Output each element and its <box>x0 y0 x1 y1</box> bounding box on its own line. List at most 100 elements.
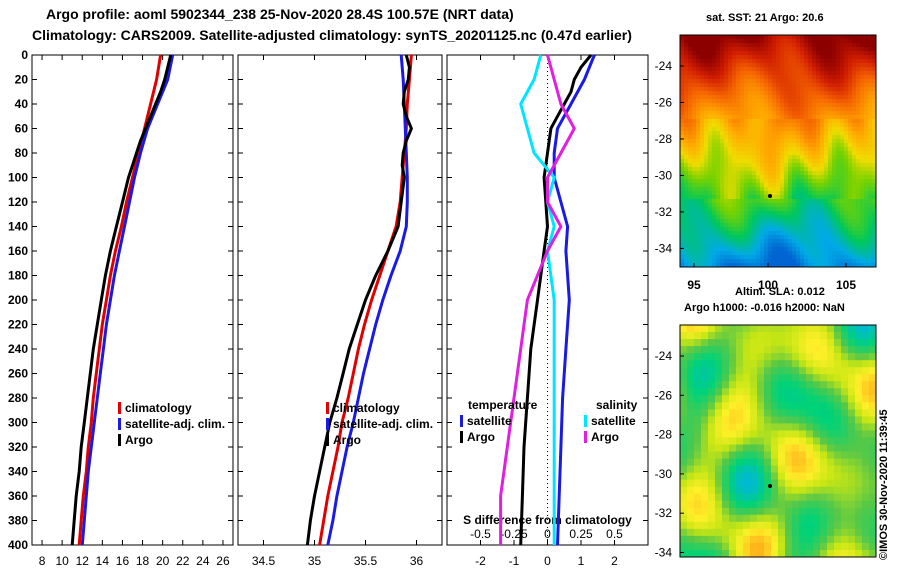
sst-map: -24 -26 -28 -30 -32 -34 95 100 105 <box>655 34 877 292</box>
panel-temperature-profile: 0 20 40 60 80 100 120 140 160 180 200 220 240 260 280 3… <box>8 48 234 568</box>
sal-x-tick-label: -0.25 <box>500 527 528 541</box>
y-tick-label: 360 <box>8 489 28 503</box>
sst-x-label: 105 <box>836 278 856 292</box>
sal-x-tick-label: 0.25 <box>569 527 593 541</box>
y-tick-label: 200 <box>8 293 28 307</box>
y-tick-label: 180 <box>8 269 28 283</box>
sst-x-label: 100 <box>758 278 778 292</box>
sla-map: -24 -26 -28 -30 -32 -34 <box>655 324 877 560</box>
legend-label: satellite <box>591 414 636 428</box>
y-tick-label: 400 <box>8 538 28 552</box>
title-line-2: Climatology: CARS2009. Satellite-adjuste… <box>32 27 632 43</box>
sst-y-label: -30 <box>655 168 673 182</box>
x-tick-label: 12 <box>76 554 90 568</box>
x-tick-label: 22 <box>176 554 190 568</box>
sst-y-label: -26 <box>655 95 673 109</box>
x-tick-label: -1 <box>509 554 520 568</box>
legend-swatch <box>326 402 329 414</box>
y-tick-label: 280 <box>8 391 28 405</box>
y-tick-label: 160 <box>8 244 28 258</box>
y-tick-label: 300 <box>8 416 28 430</box>
legend-title-temperature: temperature <box>468 398 538 412</box>
copyright-label: ©IMOS 30-Nov-2020 11:39:45 <box>878 409 890 560</box>
legend-label: climatology <box>333 401 400 415</box>
sal-x-tick-label: -0.5 <box>470 527 491 541</box>
legend-swatch <box>326 434 329 446</box>
legend-swatch <box>326 418 329 430</box>
y-tick-label: 260 <box>8 367 28 381</box>
series-line-temperature-argo <box>519 54 593 546</box>
x-tick-label: 35 <box>308 554 322 568</box>
y-tick-label: 0 <box>21 48 28 62</box>
y-tick-label: 220 <box>8 318 28 332</box>
y-tick-label: 80 <box>15 146 29 160</box>
x-tick-label: 24 <box>196 554 210 568</box>
axis-frame <box>31 54 234 546</box>
x-tick-label: 34.5 <box>252 554 276 568</box>
legend-swatch <box>118 418 121 430</box>
sal-x-tick-label: 0 <box>544 527 551 541</box>
x-tick-label: 2 <box>611 554 618 568</box>
x-tick-label: 18 <box>136 554 150 568</box>
y-tick-label: 120 <box>8 195 28 209</box>
x-tick-label: 0 <box>544 554 551 568</box>
y-tick-label: 340 <box>8 465 28 479</box>
legend-swatch <box>584 431 587 443</box>
y-tick-label: 20 <box>15 73 29 87</box>
y-tick-label: 240 <box>8 342 28 356</box>
sal-x-tick-label: 0.5 <box>606 527 623 541</box>
x-tick-label: 14 <box>96 554 110 568</box>
argo-position-marker <box>768 484 772 488</box>
y-tick-label: 140 <box>8 220 28 234</box>
panel-difference-profile: -2 -1 0 1 2-0.5 -0.25 0 0.25 0.5S difference fro… <box>446 54 649 568</box>
legend-label: satellite-adj. clim. <box>125 417 225 431</box>
sla-y-label: -24 <box>655 349 673 363</box>
sla-y-label: -32 <box>655 506 673 520</box>
y-tick-label: 100 <box>8 171 28 185</box>
y-tick-label: 40 <box>15 97 29 111</box>
y-tick-label: 60 <box>15 122 29 136</box>
sst-y-label: -34 <box>655 241 673 255</box>
legend-label: Argo <box>125 433 153 447</box>
map-frame <box>679 34 877 268</box>
legend-label: Argo <box>467 430 495 444</box>
sla-map-title-2: Argo h1000: -0.016 h2000: NaN <box>684 302 845 314</box>
series-line-salinity-argo <box>499 54 576 545</box>
legend-label: satellite <box>467 414 512 428</box>
legend-label: climatology <box>125 401 192 415</box>
x-tick-label: 20 <box>156 554 170 568</box>
argo-position-marker <box>768 194 772 198</box>
legend-swatch <box>118 402 121 414</box>
series-line-argo <box>305 54 413 546</box>
sla-y-label: -34 <box>655 546 673 560</box>
legend-swatch <box>118 434 121 446</box>
legend-label: Argo <box>591 430 619 444</box>
legend-label: satellite-adj. clim. <box>333 417 433 431</box>
sla-y-label: -26 <box>655 388 673 402</box>
map-frame <box>679 324 877 558</box>
sla-map-title-1: Altim. SLA: 0.012 <box>735 286 825 298</box>
legend-swatch <box>460 431 463 443</box>
y-tick-label: 380 <box>8 514 28 528</box>
x-tick-label: 26 <box>216 554 230 568</box>
sla-y-label: -28 <box>655 428 673 442</box>
x-tick-label: 10 <box>55 554 69 568</box>
legend-swatch <box>584 415 587 427</box>
panel-salinity-profile: 34.5 35 35.5 36 climatology satellite-adj. cl… <box>237 54 443 568</box>
x-tick-label: -2 <box>475 554 486 568</box>
sst-y-label: -28 <box>655 132 673 146</box>
sst-x-label: 95 <box>687 278 701 292</box>
title-line-1: Argo profile: aoml 5902344_238 25-Nov-20… <box>46 6 514 22</box>
x-tick-label: 1 <box>578 554 585 568</box>
sst-map-title: sat. SST: 21 Argo: 20.6 <box>706 12 824 24</box>
sst-y-label: -32 <box>655 205 673 219</box>
x-tick-label: 36 <box>410 554 424 568</box>
series-line-satellite-adj-clim- <box>80 54 175 546</box>
x-tick-label: 8 <box>39 554 46 568</box>
y-tick-label: 320 <box>8 440 28 454</box>
legend-title-salinity: salinity <box>596 398 638 412</box>
sst-y-label: -24 <box>655 59 673 73</box>
legend-swatch <box>460 415 463 427</box>
x-tick-label: 35.5 <box>354 554 378 568</box>
